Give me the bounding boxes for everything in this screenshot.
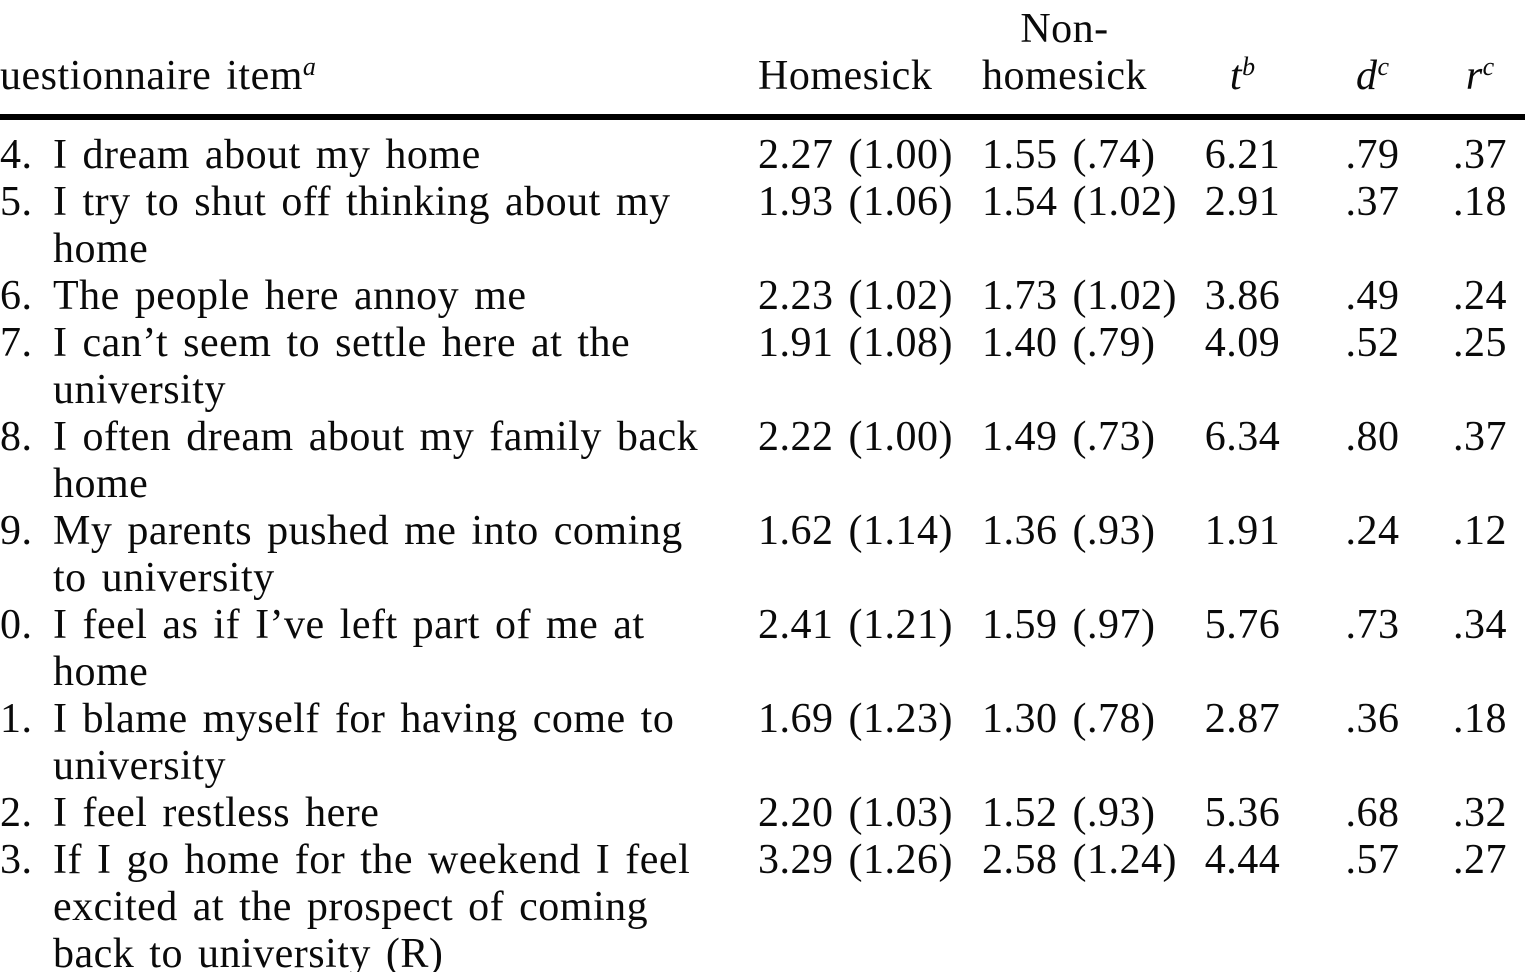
item-number: 8. xyxy=(0,414,33,460)
table-header: uestionnaire itema Homesick Non- homesic… xyxy=(0,0,1525,120)
item-number: 2. xyxy=(0,790,33,836)
item-number: 3. xyxy=(0,837,33,883)
t-value: 4.09 xyxy=(1204,320,1281,366)
non-homesick-mean: 1.59 (.97) xyxy=(982,602,1156,648)
item-number: 7. xyxy=(0,320,33,366)
questionnaire-item-label: uestionnaire item xyxy=(0,53,303,99)
table-header-row: uestionnaire itema Homesick Non- homesic… xyxy=(0,0,1525,120)
homesick-mean: 1.62 (1.14) xyxy=(758,508,953,554)
item-text: I feel as if I’ve left part of me at hom… xyxy=(53,602,645,695)
t-value: 3.86 xyxy=(1204,273,1281,319)
item-number: 4. xyxy=(0,132,33,178)
homesick-mean: 3.29 (1.26) xyxy=(758,837,953,883)
non-homesick-mean: 1.49 (.73) xyxy=(982,414,1156,460)
r-value: .34 xyxy=(1453,602,1508,648)
t-value: 1.91 xyxy=(1204,508,1281,554)
homesick-mean: 2.23 (1.02) xyxy=(758,273,953,319)
item-text: The people here annoy me xyxy=(53,273,527,319)
homesick-mean: 2.22 (1.00) xyxy=(758,414,953,460)
non-homesick-mean: 2.58 (1.24) xyxy=(982,837,1177,883)
t-value: 6.34 xyxy=(1204,414,1281,460)
homesick-mean: 1.91 (1.08) xyxy=(758,320,953,366)
r-value: .37 xyxy=(1453,414,1508,460)
d-value: .37 xyxy=(1345,179,1400,225)
non-homesick-mean: 1.52 (.93) xyxy=(982,790,1156,836)
non-homesick-line2: homesick xyxy=(982,53,1147,99)
table-row: 7. I can’t seem to settle here at the un… xyxy=(0,320,1525,414)
column-header-homesick: Homesick xyxy=(745,0,976,120)
item-number: 1. xyxy=(0,696,33,742)
table-row: 1. I blame myself for having come to uni… xyxy=(0,696,1525,790)
d-value: .36 xyxy=(1345,696,1400,742)
table-row: 0. I feel as if I’ve left part of me at … xyxy=(0,602,1525,696)
d-value: .57 xyxy=(1345,837,1400,883)
homesick-mean: 1.93 (1.06) xyxy=(758,179,953,225)
footnote-marker-c: c xyxy=(1482,51,1495,81)
non-homesick-line1: Non- xyxy=(1020,6,1109,52)
non-homesick-mean: 1.54 (1.02) xyxy=(982,179,1177,225)
d-value: .79 xyxy=(1345,132,1400,178)
item-text: I can’t seem to settle here at the unive… xyxy=(53,320,631,413)
r-value: .25 xyxy=(1453,320,1508,366)
t-value: 4.44 xyxy=(1204,837,1281,883)
non-homesick-mean: 1.55 (.74) xyxy=(982,132,1156,178)
r-value: .12 xyxy=(1453,508,1508,554)
d-value: .52 xyxy=(1345,320,1400,366)
item-text: If I go home for the weekend I feel exci… xyxy=(53,837,691,972)
r-value: .24 xyxy=(1453,273,1508,319)
homesick-mean: 2.27 (1.00) xyxy=(758,132,953,178)
t-value: 2.87 xyxy=(1204,696,1281,742)
table-row: 8. I often dream about my family back ho… xyxy=(0,414,1525,508)
d-value: .73 xyxy=(1345,602,1400,648)
homesick-mean: 1.69 (1.23) xyxy=(758,696,953,742)
d-value: .49 xyxy=(1345,273,1400,319)
r-value: .18 xyxy=(1453,696,1508,742)
footnote-marker-b: b xyxy=(1242,51,1256,81)
table-row: 9. My parents pushed me into coming to u… xyxy=(0,508,1525,602)
item-number: 6. xyxy=(0,273,33,319)
r-value: .37 xyxy=(1453,132,1508,178)
footnote-marker-c: c xyxy=(1377,51,1390,81)
t-value: 5.76 xyxy=(1204,602,1281,648)
item-number: 0. xyxy=(0,602,33,648)
column-header-r: rc xyxy=(1435,0,1525,120)
non-homesick-mean: 1.30 (.78) xyxy=(982,696,1156,742)
table-row: 2. I feel restless here 2.20 (1.03) 1.52… xyxy=(0,790,1525,837)
table-row: 5. I try to shut off thinking about my h… xyxy=(0,179,1525,273)
t-value: 5.36 xyxy=(1204,790,1281,836)
r-value: .32 xyxy=(1453,790,1508,836)
d-value: .24 xyxy=(1345,508,1400,554)
r-value: .18 xyxy=(1453,179,1508,225)
item-number: 5. xyxy=(0,179,33,225)
column-header-t: tb xyxy=(1175,0,1311,120)
t-value: 2.91 xyxy=(1204,179,1281,225)
table-row: 3. If I go home for the weekend I feel e… xyxy=(0,837,1525,972)
item-number: 9. xyxy=(0,508,33,554)
item-text: I feel restless here xyxy=(53,790,380,836)
d-value: .68 xyxy=(1345,790,1400,836)
non-homesick-mean: 1.73 (1.02) xyxy=(982,273,1177,319)
homesick-mean: 2.20 (1.03) xyxy=(758,790,953,836)
table-body: 4. I dream about my home 2.27 (1.00) 1.5… xyxy=(0,117,1525,972)
r-value: .27 xyxy=(1453,837,1508,883)
item-text: I dream about my home xyxy=(53,132,481,178)
column-header-questionnaire-item: uestionnaire itema xyxy=(0,0,746,120)
item-text: I blame myself for having come to univer… xyxy=(53,696,675,789)
item-text: I try to shut off thinking about my home xyxy=(53,179,671,272)
item-text: I often dream about my family back home xyxy=(53,414,699,507)
non-homesick-mean: 1.36 (.93) xyxy=(982,508,1156,554)
d-value: .80 xyxy=(1345,414,1400,460)
column-header-d: dc xyxy=(1310,0,1436,120)
non-homesick-mean: 1.40 (.79) xyxy=(982,320,1156,366)
t-value: 6.21 xyxy=(1204,132,1281,178)
table-row: 6. The people here annoy me 2.23 (1.02) … xyxy=(0,273,1525,320)
homesick-mean: 2.41 (1.21) xyxy=(758,602,953,648)
footnote-marker-a: a xyxy=(302,51,316,81)
item-text: My parents pushed me into coming to univ… xyxy=(53,508,683,601)
table-row: 4. I dream about my home 2.27 (1.00) 1.5… xyxy=(0,117,1525,179)
column-header-non-homesick: Non- homesick xyxy=(975,0,1176,120)
